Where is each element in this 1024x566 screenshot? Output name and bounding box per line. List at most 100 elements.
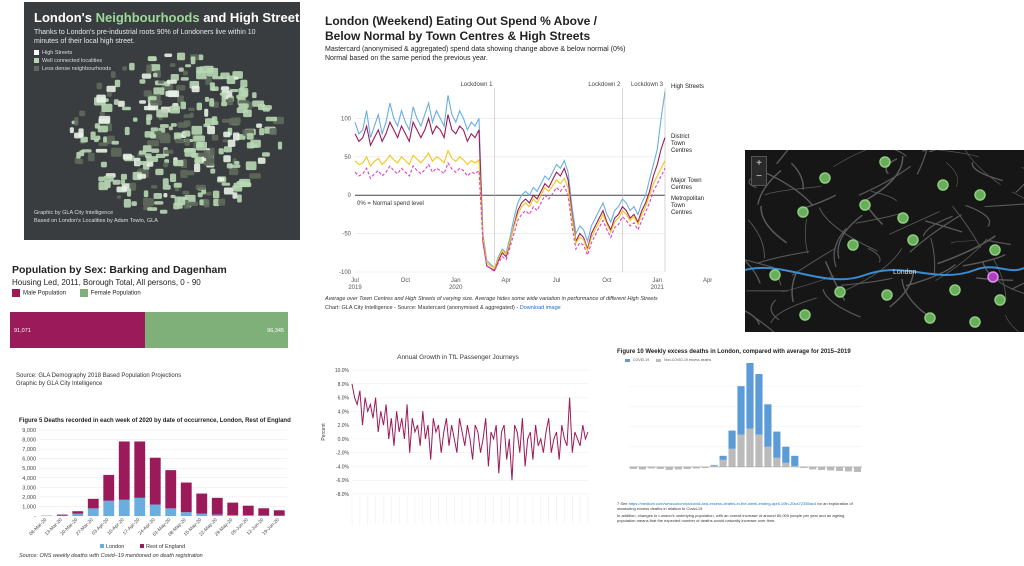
deaths-x-tick-label: 19-Jun-20 <box>261 517 281 537</box>
excess-bar-non-covid <box>844 466 853 472</box>
deaths-y-tick-label: 8,000 <box>22 438 36 444</box>
map-road <box>1011 191 1024 199</box>
deaths-y-tick-label: 5,000 <box>22 466 36 472</box>
neighbourhood-shape <box>173 159 184 167</box>
map-road <box>930 237 936 275</box>
cluster-marker <box>769 269 781 281</box>
cluster-marker <box>859 199 871 211</box>
neighbourhood-shape <box>178 67 184 72</box>
population-bar-segment <box>145 312 288 348</box>
eating-series-label: Town <box>671 141 685 147</box>
neighbourhood-shape <box>206 67 219 77</box>
map-road <box>790 162 804 190</box>
neighbourhood-shape <box>165 90 178 97</box>
cluster-map-panel[interactable]: London + − <box>745 150 1024 332</box>
excess-bar-non-covid <box>746 428 754 467</box>
excess-bar-non-covid <box>638 466 647 470</box>
download-image-link[interactable]: Download image <box>519 305 561 311</box>
neighbourhood-shape <box>138 150 147 155</box>
neighbourhood-shape <box>188 201 199 206</box>
tfl-y-tick-label: 0.0% <box>338 437 350 443</box>
map-road <box>922 215 953 237</box>
eating-series-label: Major Town <box>671 178 702 184</box>
population-value-label: 96,345 <box>267 328 284 334</box>
medium-link[interactable]: https://medium.com/wmcconomics/covid-and… <box>628 501 817 506</box>
neighbourhood-shape <box>114 79 121 88</box>
map-road <box>776 150 789 165</box>
deaths-bar <box>227 515 239 516</box>
neighbourhood-shape <box>95 148 108 153</box>
neighbourhood-shape <box>131 201 137 206</box>
neighbourhood-shape <box>184 138 190 146</box>
neighbourhood-shape <box>98 115 111 124</box>
cluster-marker <box>924 312 936 324</box>
neighbourhood-shape <box>153 87 165 95</box>
excess-bar-non-covid <box>629 466 638 469</box>
deaths-bar <box>258 508 270 516</box>
population-credit: Graphic by GLA City Intelligence <box>16 381 103 387</box>
neighbourhood-shape <box>129 182 137 191</box>
neighbourhood-shape <box>133 117 138 122</box>
deaths-legend-swatch <box>100 544 104 548</box>
neighbourhood-shape <box>259 128 265 136</box>
neighbourhood-shape <box>212 190 220 199</box>
neighbourhood-shape <box>198 54 204 61</box>
neighbourhood-shape <box>147 207 158 211</box>
neighbourhood-shape <box>170 123 177 127</box>
neighbourhood-shape <box>149 96 157 101</box>
neighbourhood-shape <box>111 147 122 157</box>
eating-x-tick-label: Jul <box>553 278 561 284</box>
neighbourhood-shape <box>218 177 225 182</box>
neighbourhood-shape <box>120 173 127 180</box>
map-road <box>937 235 996 265</box>
eating-series-label: Centres <box>671 185 692 191</box>
deaths-bar <box>165 508 177 516</box>
tfl-y-tick-label: 2.0% <box>338 423 350 429</box>
lockdown-label: Lockdown 1 <box>460 82 493 88</box>
excess-bar-non-covid <box>764 446 772 467</box>
neighbourhood-shape <box>94 138 99 143</box>
tfl-y-tick-label: -8.0% <box>336 492 350 498</box>
neighbourhood-shape <box>163 149 174 154</box>
map-road <box>1005 314 1020 332</box>
map-road <box>833 228 847 268</box>
population-chart-panel: Population by Sex: Barking and Dagenham … <box>10 262 300 390</box>
neighbourhood-shape <box>257 157 266 164</box>
deaths-y-tick-label: 6,000 <box>22 457 36 463</box>
neighbourhood-shape <box>146 156 159 162</box>
neighbourhood-shape <box>178 196 186 206</box>
eating-y-tick-label: 100 <box>341 116 352 122</box>
neighbourhood-shape <box>229 89 239 93</box>
map-road <box>925 220 963 233</box>
deaths-bar <box>211 514 223 516</box>
map-road <box>865 155 904 201</box>
legend-female: Female Population <box>90 290 141 297</box>
neighbourhood-shape <box>219 92 227 96</box>
selected-cluster-marker <box>987 271 999 283</box>
tfl-y-tick-label: 6.0% <box>338 396 350 402</box>
deaths-bar <box>211 497 223 515</box>
neighbourhood-shape <box>150 127 159 132</box>
map-road <box>745 310 760 325</box>
legend-less-dense: Less dense neighbourhoods <box>34 65 111 73</box>
zoom-out-button[interactable]: − <box>756 171 762 182</box>
deaths-bar <box>180 512 192 516</box>
deaths-bar <box>72 513 84 516</box>
cluster-marker <box>907 234 919 246</box>
zoom-in-button[interactable]: + <box>756 158 762 169</box>
map-road <box>770 297 817 324</box>
deaths-bar <box>72 511 84 514</box>
cluster-marker <box>937 179 949 191</box>
neighbourhood-shape <box>211 134 219 141</box>
population-source: Source: GLA Demography 2018 Based Popula… <box>16 373 182 379</box>
deaths-bar <box>180 482 192 513</box>
map-road <box>837 214 863 259</box>
neighbourhood-shape <box>183 148 195 153</box>
map-road <box>745 259 774 268</box>
zoom-control: + − <box>751 156 767 186</box>
neighbourhood-shape <box>136 161 148 165</box>
map-road <box>901 278 927 316</box>
dark-street-map[interactable]: London <box>745 150 1024 332</box>
eating-title: London (Weekend) Eating Out Spend % Abov… <box>325 14 598 43</box>
